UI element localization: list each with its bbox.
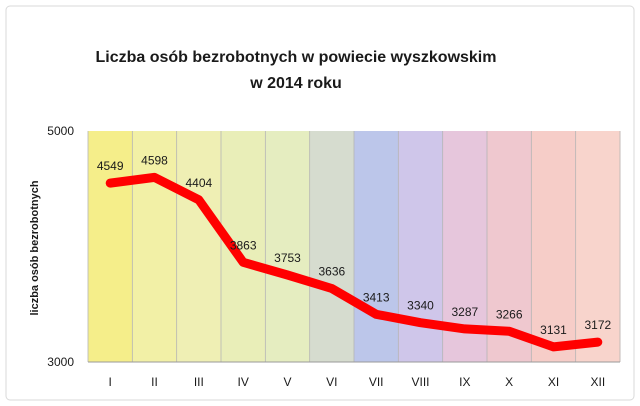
data-label: 3172 [584,318,611,332]
x-tick-label: X [505,375,513,389]
data-label: 3340 [407,299,434,313]
data-point [461,325,469,333]
y-tick-label: 3000 [47,355,74,369]
x-tick-label: VII [369,375,384,389]
data-label: 3863 [230,238,257,252]
data-point [372,310,380,318]
data-labels: 4549 4598 4404 3863 3753 3636 3413 3340 3287 3266… [97,153,612,336]
data-label: 3131 [540,323,567,337]
data-point [417,319,424,327]
grid-lines [87,131,621,363]
y-tick-label: 5000 [47,124,74,138]
x-tick-label: V [283,375,291,389]
x-tick-label: III [194,375,204,389]
x-axis-ticks: I II III IV V VI VII VIII IX X XI XII [108,375,605,389]
x-tick-label: XI [548,375,559,389]
y-axis-ticks: 3000 5000 [47,124,74,369]
y-axis-label: liczba osób bezrobotnych [29,180,41,315]
x-tick-label: VIII [411,375,429,389]
x-tick-label: IV [237,375,248,389]
background-band [265,131,311,362]
data-label: 3753 [274,251,301,265]
background-band [309,131,355,362]
background-band [575,131,621,362]
background-band [531,131,577,362]
data-point [239,258,247,266]
series-line-group [105,172,603,352]
data-point [284,271,291,279]
data-point [550,343,557,351]
data-label: 3287 [451,305,478,319]
background-band [176,131,222,362]
x-tick-label: XII [590,375,605,389]
data-label: 4549 [97,159,124,173]
chart-title-line-2: w 2014 roku [249,75,342,92]
data-label: 3266 [496,307,523,321]
data-label: 3413 [363,290,390,304]
background-band [88,131,133,362]
chart-title-line-1: Liczba osób bezrobotnych w powiecie wysz… [96,49,497,66]
data-point [594,338,602,346]
background-band [132,131,178,362]
data-point [195,196,203,204]
data-point [106,179,114,187]
data-point [151,173,158,181]
data-point [505,327,513,335]
data-label: 4404 [185,176,212,190]
data-point [328,285,336,293]
x-tick-label: VI [326,375,337,389]
series-line [105,172,603,352]
x-tick-label: IX [459,375,470,389]
background-band [354,131,399,362]
x-tick-label: I [108,375,111,389]
background-band [487,131,532,362]
data-label: 3636 [318,265,345,279]
x-tick-label: II [151,375,158,389]
data-label: 4598 [141,153,168,167]
